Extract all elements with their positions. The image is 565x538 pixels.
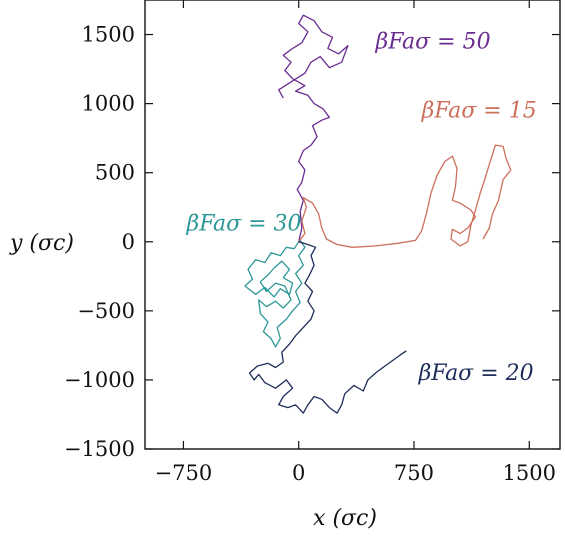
x-tick-label: −750 bbox=[155, 461, 213, 485]
y-tick-label: 1500 bbox=[82, 23, 135, 47]
y-tick-label: −500 bbox=[77, 299, 135, 323]
series-label-4: βFaσ = 20 bbox=[418, 361, 534, 386]
y-tick-label: 500 bbox=[95, 161, 135, 185]
trajectory-line-4 bbox=[248, 241, 407, 414]
x-axis-title: x (σc) bbox=[313, 506, 377, 531]
y-tick-label: −1500 bbox=[64, 437, 135, 461]
series-layer bbox=[244, 14, 512, 414]
plot-frame bbox=[144, 0, 561, 450]
x-tick-label: 0 bbox=[292, 461, 305, 485]
trajectory-line-2 bbox=[298, 144, 512, 248]
y-tick-label: 0 bbox=[122, 230, 135, 254]
trajectory-line-1 bbox=[278, 14, 349, 242]
y-tick-label: 1000 bbox=[82, 92, 135, 116]
trajectory-line-3 bbox=[244, 240, 306, 348]
series-label-1: βFaσ = 50 bbox=[375, 29, 491, 54]
series-label-3: βFaσ = 30 bbox=[186, 212, 302, 237]
y-axis-title: y (σc) bbox=[9, 231, 74, 256]
ticks-layer: −750 0 750 1500 1500 1000 500 0 −500 −1000 −1500 bbox=[64, 0, 560, 485]
series-labels: βFaσ = 50 βFaσ = 15 βFaσ = 30 βFaσ = 20 bbox=[186, 29, 537, 386]
x-tick-label: 1500 bbox=[503, 461, 556, 485]
series-label-2: βFaσ = 15 bbox=[421, 98, 537, 123]
y-tick-label: −1000 bbox=[64, 368, 135, 392]
x-tick-label: 750 bbox=[394, 461, 434, 485]
